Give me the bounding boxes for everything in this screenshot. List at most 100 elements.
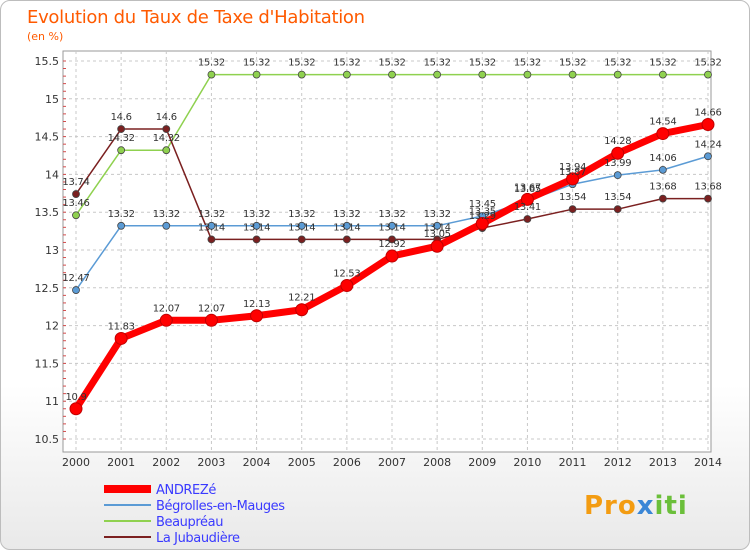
data-label: 10.9: [65, 392, 86, 403]
data-point: [114, 331, 128, 345]
data-label: 14.6: [111, 112, 132, 123]
data-label: 15.32: [559, 58, 586, 69]
data-label: 12.13: [243, 299, 270, 310]
data-label: 14.24: [694, 139, 721, 150]
data-label: 15.32: [469, 58, 496, 69]
data-label: 12.07: [153, 303, 180, 314]
data-label: 13.29: [469, 211, 496, 222]
data-label: 14.32: [108, 133, 135, 144]
legend-label: ANDREZé: [156, 483, 216, 498]
proxiti-logo: Proxiti: [584, 491, 688, 521]
data-point: [340, 279, 354, 293]
data-point: [207, 235, 216, 244]
data-label: 13.14: [288, 222, 315, 233]
data-label: 13.65: [514, 184, 541, 195]
data-label: 13.45: [469, 199, 496, 210]
data-label: 14.06: [649, 153, 676, 164]
data-point: [568, 70, 577, 79]
data-point: [613, 205, 622, 214]
data-label: 13.05: [424, 229, 451, 240]
data-label: 13.94: [559, 162, 586, 173]
data-point: [342, 221, 351, 230]
data-point: [613, 70, 622, 79]
data-point: [69, 402, 83, 416]
data-point: [433, 70, 442, 79]
data-label: 15.32: [694, 58, 721, 69]
data-point: [72, 286, 80, 294]
data-point: [252, 235, 261, 244]
data-point: [388, 221, 396, 230]
data-point: [704, 70, 712, 79]
data-label: 11.83: [108, 321, 135, 332]
data-point: [704, 194, 712, 203]
data-point: [613, 171, 622, 180]
data-label: 12.07: [198, 303, 225, 314]
y-tick-label: 14: [45, 168, 59, 181]
y-tick-label: 15.5: [35, 55, 60, 68]
data-point: [162, 125, 171, 133]
y-tick-label: 13: [45, 244, 59, 257]
data-label: 13.74: [62, 177, 89, 188]
x-tick-label: 2012: [604, 456, 632, 469]
data-point: [297, 221, 306, 230]
data-label: 15.32: [378, 58, 405, 69]
data-label: 13.32: [243, 209, 270, 220]
data-label: 13.67: [514, 182, 541, 193]
data-point: [568, 205, 577, 214]
y-tick-label: 15: [45, 93, 59, 106]
data-point: [252, 221, 261, 230]
data-label: 13.54: [604, 192, 631, 203]
data-point: [566, 172, 580, 186]
data-point: [523, 70, 532, 79]
x-tick-label: 2011: [559, 456, 587, 469]
data-point: [701, 118, 715, 132]
data-point: [72, 211, 80, 220]
data-point: [388, 70, 396, 79]
data-point: [204, 313, 218, 327]
data-point: [117, 221, 126, 230]
data-point: [342, 70, 351, 79]
x-tick-label: 2007: [378, 456, 406, 469]
chart-subtitle: (en %): [27, 30, 64, 43]
data-point: [342, 235, 351, 244]
data-label: 13.32: [153, 209, 180, 220]
plot-area: [62, 50, 712, 453]
data-point: [252, 70, 261, 79]
data-point: [117, 125, 126, 133]
data-label: 15.32: [514, 58, 541, 69]
data-label: 13.99: [604, 158, 631, 169]
data-label: 15.32: [649, 58, 676, 69]
data-point: [658, 165, 667, 174]
chart-title: Evolution du Taux de Taxe d'Habitation: [27, 7, 365, 28]
data-point: [523, 215, 532, 223]
data-label: 14.28: [604, 136, 631, 147]
data-point: [478, 70, 487, 79]
y-tick-label: 10.5: [35, 433, 60, 446]
legend-label: Bégrolles-en-Mauges: [156, 499, 285, 514]
x-tick-label: 2004: [243, 456, 271, 469]
y-tick-label: 14.5: [35, 131, 60, 144]
data-label: 13.14: [198, 222, 225, 233]
data-label: 12.53: [333, 269, 360, 280]
data-label: 12.92: [378, 239, 405, 250]
data-label: 13.32: [198, 209, 225, 220]
data-point: [430, 239, 444, 253]
data-label: 13.68: [649, 182, 676, 193]
data-label: 15.32: [604, 58, 631, 69]
data-label: 15.32: [198, 58, 225, 69]
data-label: 12.21: [288, 293, 315, 304]
data-label: 13.68: [694, 182, 721, 193]
data-label: 14.6: [156, 112, 177, 123]
data-label: 14.32: [153, 133, 180, 144]
data-label: 13.14: [378, 222, 405, 233]
data-label: 13.14: [333, 222, 360, 233]
data-label: 15.32: [243, 58, 270, 69]
data-point: [72, 190, 80, 198]
data-point: [250, 309, 264, 323]
data-label: 14.54: [649, 117, 676, 128]
data-point: [162, 221, 171, 230]
data-point: [297, 70, 306, 79]
y-tick-label: 13.5: [35, 206, 60, 219]
